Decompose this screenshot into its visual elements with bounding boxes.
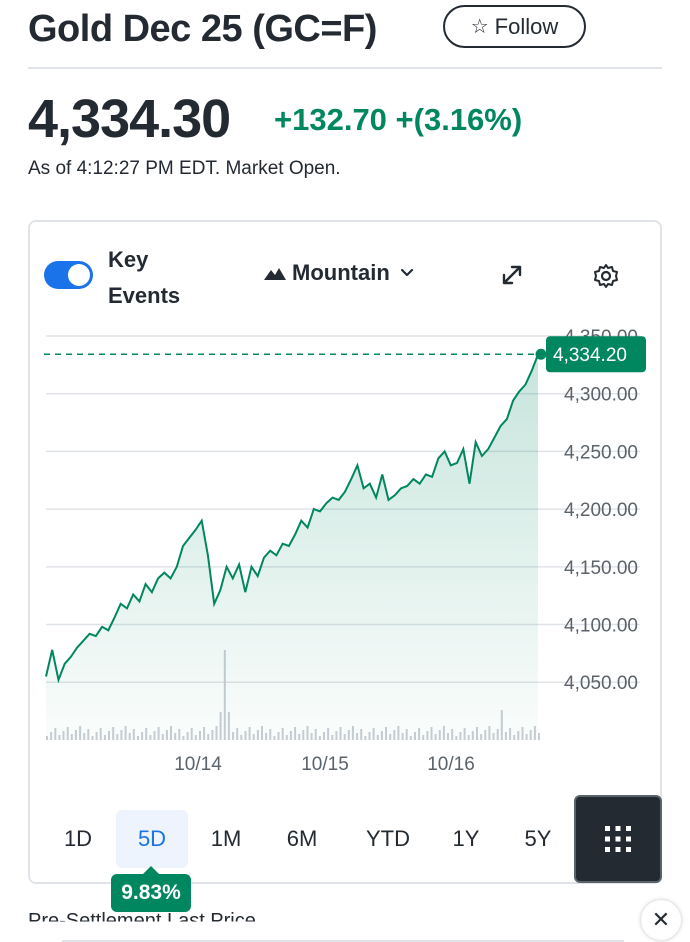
range-1m[interactable]: 1M xyxy=(210,826,242,851)
range-change-badge: 9.83% xyxy=(111,866,191,912)
partial-stats-text: Pre-Settlement Last Price xyxy=(28,910,256,932)
header-divider xyxy=(28,67,662,69)
range-5y[interactable]: 5Y xyxy=(524,826,552,851)
x-tick-label: 10/14 xyxy=(174,754,222,775)
volume-bar xyxy=(538,733,540,740)
current-price: 4,334.30 xyxy=(28,89,231,149)
gear-icon[interactable] xyxy=(593,263,619,289)
range-ytd[interactable]: YTD xyxy=(366,826,410,851)
follow-button[interactable]: ☆ Follow xyxy=(443,5,586,48)
mountain-icon xyxy=(264,268,286,280)
star-outline-icon: ☆ xyxy=(470,15,489,38)
toggle-knob xyxy=(68,264,90,286)
last-price-label: 4,334.20 xyxy=(553,345,627,366)
range-selector: 1D 5D 1M 6M YTD 1Y 5Y xyxy=(30,810,580,870)
close-button[interactable]: ✕ xyxy=(641,900,681,940)
y-tick-label: 4,050.00 xyxy=(564,673,638,694)
grid-icon xyxy=(605,826,631,852)
range-1y[interactable]: 1Y xyxy=(452,826,480,851)
close-icon: ✕ xyxy=(651,907,671,932)
key-events-toggle[interactable] xyxy=(44,261,93,289)
price-chart[interactable]: 4,350.004,300.004,250.004,200.004,150.00… xyxy=(30,322,660,782)
y-tick-label: 4,250.00 xyxy=(564,442,638,463)
market-status: As of 4:12:27 PM EDT. Market Open. xyxy=(28,158,341,179)
price-change: +132.70 +(3.16%) xyxy=(274,102,523,137)
price-area xyxy=(46,354,538,740)
chart-type-dropdown[interactable]: Mountain xyxy=(264,260,414,286)
more-ranges-button[interactable] xyxy=(574,795,662,883)
range-1d[interactable]: 1D xyxy=(63,826,93,851)
last-price-tag xyxy=(546,336,646,373)
chevron-down-icon xyxy=(400,268,413,277)
chart-type-label: Mountain xyxy=(292,260,390,285)
bottom-divider xyxy=(62,940,624,942)
follow-label: Follow xyxy=(494,13,559,39)
price-line xyxy=(45,354,539,684)
y-tick-label: 4,100.00 xyxy=(564,616,638,637)
range-5d[interactable]: 5D xyxy=(116,810,188,868)
range-6m[interactable]: 6M xyxy=(286,826,318,851)
x-tick-label: 10/15 xyxy=(301,754,349,775)
x-tick-label: 10/16 xyxy=(427,754,475,775)
expand-icon[interactable] xyxy=(500,263,524,287)
page-title: Gold Dec 25 (GC=F) xyxy=(28,8,377,50)
key-events-label: Key Events xyxy=(108,247,181,308)
y-tick-label: 4,200.00 xyxy=(564,500,638,521)
y-tick-label: 4,150.00 xyxy=(564,558,638,579)
last-price-dot xyxy=(535,348,547,360)
y-tick-label: 4,300.00 xyxy=(564,385,638,406)
